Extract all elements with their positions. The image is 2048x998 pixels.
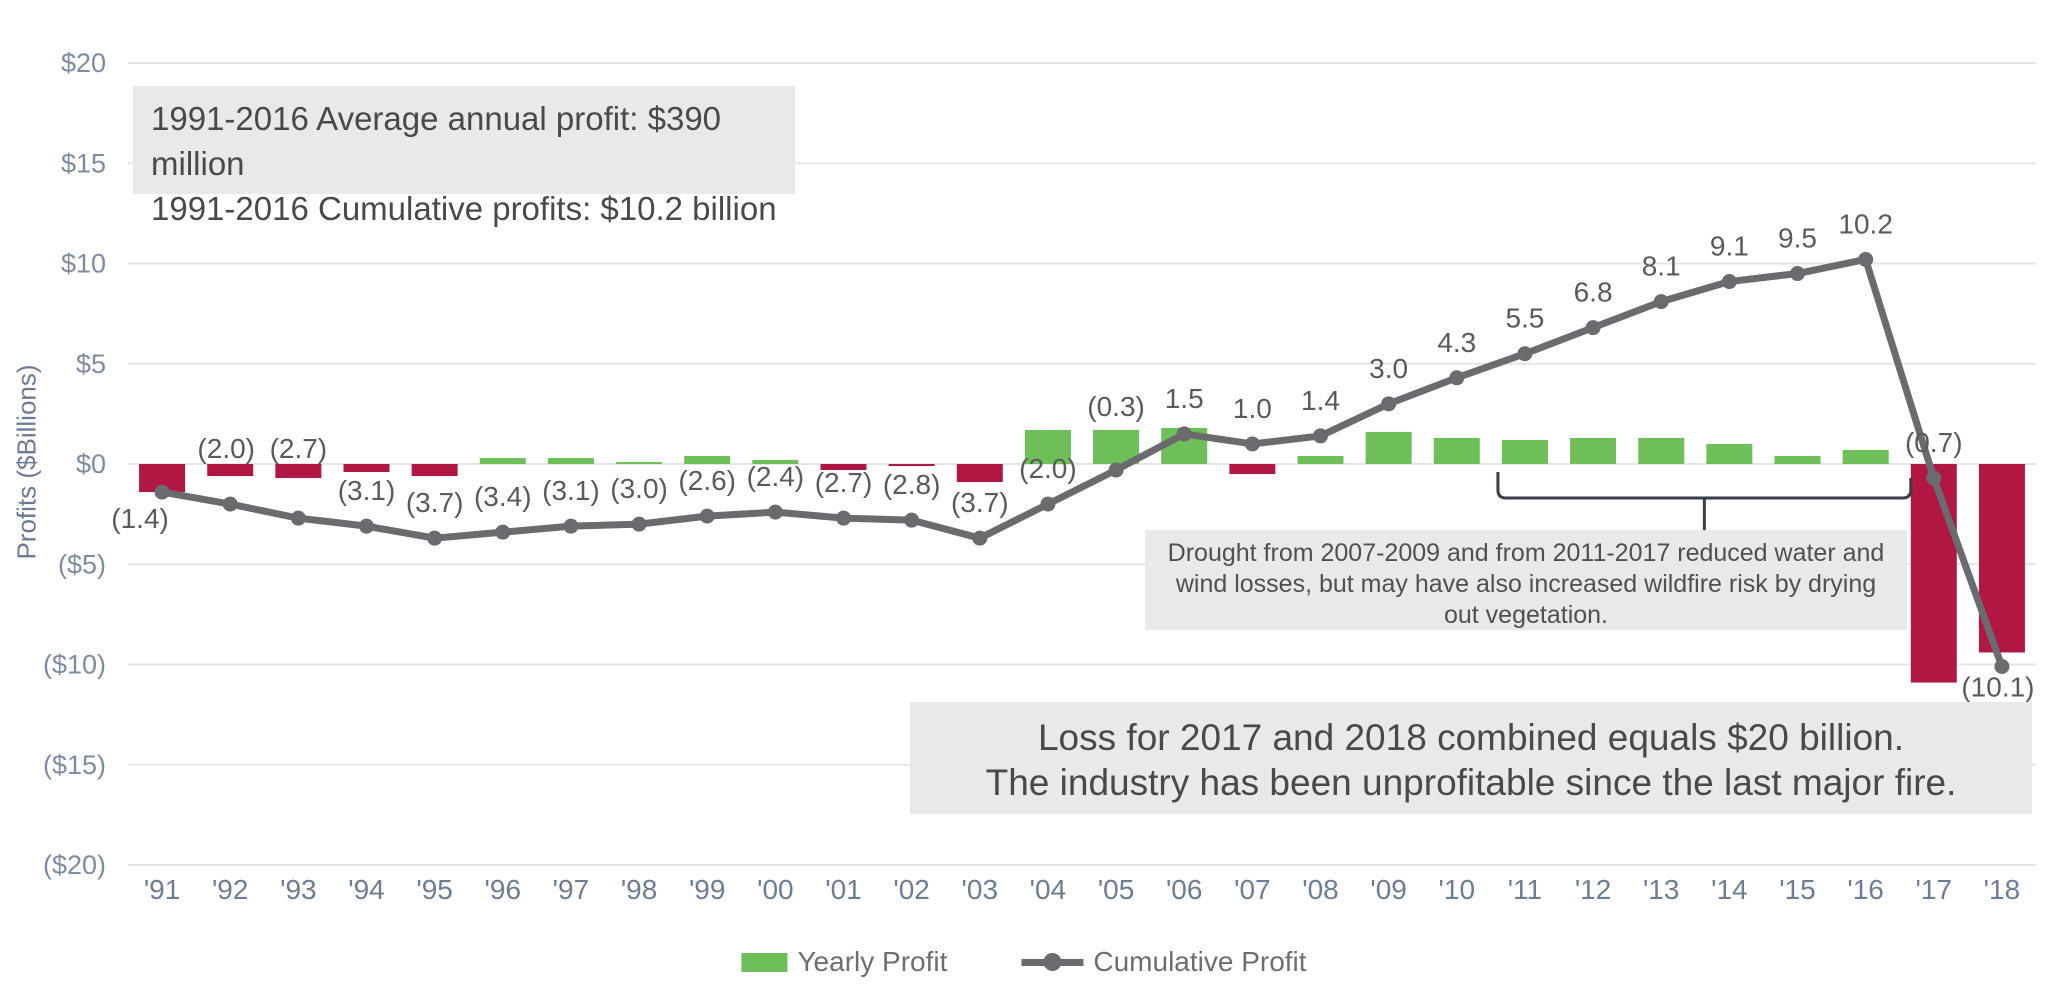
svg-text:'13: '13 [1643, 874, 1680, 905]
cumulative-profit-swatch-icon [1021, 953, 1084, 971]
svg-text:(2.0): (2.0) [1019, 453, 1077, 484]
svg-text:($10): ($10) [43, 650, 106, 680]
loss-note-line2: The industry has been unprofitable since… [985, 762, 1957, 803]
svg-text:($20): ($20) [43, 850, 106, 880]
svg-text:10.2: 10.2 [1838, 208, 1893, 239]
svg-text:(1.4): (1.4) [111, 503, 169, 534]
svg-text:9.1: 9.1 [1710, 231, 1749, 262]
cumulative-profit-markers [154, 251, 2010, 675]
svg-text:(3.1): (3.1) [338, 475, 396, 506]
legend-label-yearly-profit: Yearly Profit [797, 946, 948, 977]
loss-note: Loss for 2017 and 2018 combined equals $… [910, 702, 2032, 814]
svg-text:($5): ($5) [58, 549, 106, 579]
svg-text:'18: '18 [1984, 874, 2021, 905]
yearly-profit-swatch-icon [741, 952, 788, 972]
svg-text:'17: '17 [1916, 874, 1953, 905]
svg-text:4.3: 4.3 [1437, 327, 1476, 358]
svg-text:'09: '09 [1370, 874, 1407, 905]
svg-text:'15: '15 [1779, 874, 1816, 905]
svg-text:'11: '11 [1508, 874, 1542, 905]
svg-text:'92: '92 [212, 874, 249, 905]
svg-text:(3.0): (3.0) [610, 473, 668, 504]
svg-text:'16: '16 [1847, 874, 1884, 905]
svg-text:1.0: 1.0 [1233, 393, 1272, 424]
svg-text:$5: $5 [76, 349, 106, 379]
svg-text:'93: '93 [280, 874, 317, 905]
svg-text:'97: '97 [553, 874, 590, 905]
svg-text:5.5: 5.5 [1505, 303, 1544, 334]
svg-text:(2.0): (2.0) [197, 433, 255, 464]
svg-text:1.4: 1.4 [1301, 385, 1340, 416]
svg-text:(3.7): (3.7) [951, 487, 1009, 518]
summary-note-line2: 1991-2016 Cumulative profits: $10.2 bill… [151, 190, 777, 227]
svg-text:9.5: 9.5 [1778, 223, 1817, 254]
drought-note: Drought from 2007-2009 and from 2011-201… [1145, 530, 1907, 630]
svg-text:(0.7): (0.7) [1905, 427, 1963, 458]
svg-text:'94: '94 [348, 874, 385, 905]
svg-text:$0: $0 [76, 449, 106, 479]
svg-text:'06: '06 [1166, 874, 1203, 905]
svg-text:'01: '01 [825, 874, 862, 905]
svg-text:$15: $15 [61, 148, 106, 178]
svg-text:'02: '02 [893, 874, 930, 905]
svg-text:8.1: 8.1 [1642, 251, 1681, 282]
svg-text:(0.3): (0.3) [1087, 391, 1145, 422]
svg-text:(2.8): (2.8) [883, 469, 941, 500]
svg-text:'05: '05 [1098, 874, 1135, 905]
svg-text:'96: '96 [485, 874, 522, 905]
svg-text:'95: '95 [416, 874, 453, 905]
svg-text:(3.7): (3.7) [406, 487, 464, 518]
x-axis-ticks: '91 '92 '93 '94 '95 '96 '97 '98 '99 '00 '01 '02 '03 '… [144, 874, 2020, 905]
svg-text:(2.7): (2.7) [815, 467, 873, 498]
bracket-annotation [1496, 472, 1913, 530]
svg-text:'14: '14 [1711, 874, 1748, 905]
svg-text:'03: '03 [962, 874, 999, 905]
summary-note: 1991-2016 Average annual profit: $390 mi… [133, 86, 795, 227]
svg-text:'00: '00 [757, 874, 794, 905]
y-axis-title: Profits ($Billions) [11, 364, 42, 560]
svg-text:(2.7): (2.7) [270, 433, 328, 464]
cumulative-profit-labels: (1.4) (2.0) (2.7) (3.1) (3.7) (3.4) (3.1) (3.0)… [111, 208, 2034, 702]
svg-text:($15): ($15) [43, 750, 106, 780]
svg-text:1.5: 1.5 [1165, 383, 1204, 414]
svg-text:'10: '10 [1439, 874, 1476, 905]
legend: Yearly Profit Cumulative Profit [741, 946, 1307, 978]
svg-text:$20: $20 [61, 48, 106, 78]
svg-text:'99: '99 [689, 874, 726, 905]
summary-note-line1: 1991-2016 Average annual profit: $390 mi… [151, 100, 722, 182]
legend-label-cumulative-profit: Cumulative Profit [1093, 946, 1307, 977]
svg-text:3.0: 3.0 [1369, 353, 1408, 384]
svg-text:(10.1): (10.1) [1961, 672, 2034, 703]
svg-text:6.8: 6.8 [1574, 277, 1613, 308]
svg-text:(3.1): (3.1) [542, 475, 600, 506]
loss-note-line1: Loss for 2017 and 2018 combined equals $… [1037, 717, 1904, 758]
legend-item-yearly-profit: Yearly Profit [741, 946, 947, 978]
svg-text:'04: '04 [1030, 874, 1067, 905]
legend-item-cumulative-profit: Cumulative Profit [1021, 946, 1307, 978]
cumulative-profit-line [161, 255, 2006, 668]
cumulative-profit-dot-icon [1043, 953, 1062, 971]
svg-text:$10: $10 [61, 249, 106, 279]
svg-text:'12: '12 [1575, 874, 1612, 905]
svg-text:(2.4): (2.4) [747, 461, 805, 492]
svg-text:'98: '98 [621, 874, 658, 905]
svg-text:(2.6): (2.6) [678, 465, 736, 496]
svg-text:(3.4): (3.4) [474, 481, 532, 512]
svg-text:'91: '91 [144, 874, 181, 905]
y-axis-ticks: $20 $15 $10 $5 $0 ($5) ($10) ($15) ($20) [43, 48, 106, 880]
svg-text:'08: '08 [1302, 874, 1339, 905]
svg-text:'07: '07 [1234, 874, 1271, 905]
